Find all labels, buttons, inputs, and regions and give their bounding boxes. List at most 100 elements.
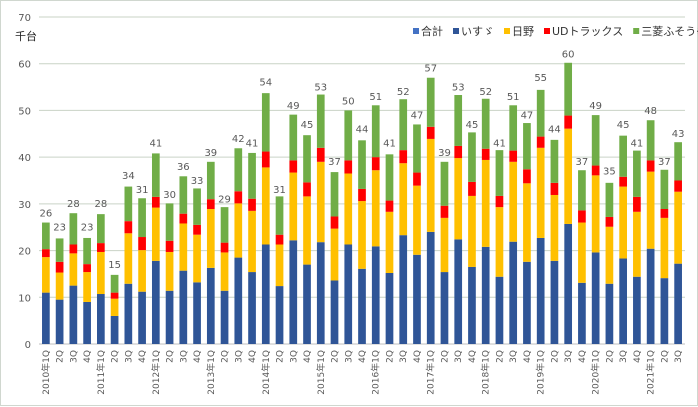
bar-segment (83, 301, 91, 344)
total-data-label: 47 (411, 110, 424, 121)
bar-segment (69, 213, 78, 245)
bar-segment (248, 272, 256, 344)
bar-segment (674, 180, 682, 192)
bar-segment (151, 207, 160, 261)
bar-segment (303, 196, 311, 265)
bar-segment (578, 282, 586, 344)
bar-segment (179, 176, 188, 214)
total-data-label: 47 (521, 110, 534, 121)
bar-segment (316, 147, 325, 162)
bar-segment (138, 250, 146, 292)
bar-segment (289, 160, 298, 173)
bar-segment (454, 158, 463, 240)
bar-segment (578, 170, 586, 211)
x-tick-label: 3Q (399, 350, 409, 363)
bar-segment (523, 123, 531, 170)
bar-segment (165, 240, 174, 252)
x-tick-label: 2Q (111, 350, 121, 363)
x-tick-label: 3Q (124, 350, 134, 363)
bar-segment (440, 272, 449, 344)
x-tick-label: 3Q (509, 350, 519, 363)
legend-swatch (504, 28, 510, 34)
total-data-label: 41 (493, 138, 506, 149)
bar-segment (234, 148, 243, 192)
x-tick-label: 2Q (605, 350, 615, 363)
bar-segment (605, 216, 614, 227)
bar-segment (248, 152, 256, 199)
bar-segment (605, 283, 614, 344)
bar-segment (413, 185, 421, 255)
bar-segment (289, 172, 298, 241)
total-data-label: 45 (617, 120, 630, 131)
y-axis-ticks: 0 10 20 30 40 50 60 70 (18, 13, 31, 351)
bar-segment (646, 171, 655, 249)
bar-segment (426, 138, 435, 232)
bar-segment (591, 165, 600, 176)
bar-segment (495, 195, 504, 208)
bar-segment (674, 191, 682, 264)
bar-segment (165, 203, 174, 241)
bar-segment (426, 231, 435, 344)
bar-segment (564, 115, 573, 129)
x-tick-label: 3Q (179, 350, 189, 363)
legend-label: 合計 (421, 24, 443, 38)
bar-segment (509, 105, 518, 151)
total-data-label: 26 (40, 209, 53, 220)
bar-segment (660, 278, 669, 344)
bar-segment (206, 161, 215, 200)
total-data-label: 37 (658, 157, 671, 168)
bar-segment (124, 283, 133, 344)
legend: 合計 いすゞ 日野 UDトラックス 三菱ふそう※ (413, 24, 698, 38)
x-tick-label: 2014年1Q (260, 350, 272, 395)
bar-segment (138, 198, 146, 238)
bar-segment (385, 200, 394, 212)
bar-segment (275, 196, 284, 235)
bar-segment (275, 286, 284, 344)
bar-segment (261, 93, 270, 152)
bar-segment (344, 160, 353, 174)
total-data-label: 37 (328, 157, 341, 168)
legend-swatch (413, 28, 419, 34)
x-tick-label: 2012年1Q (150, 350, 162, 395)
total-data-label: 54 (259, 78, 272, 89)
bar-segment (55, 238, 64, 262)
total-data-label: 52 (479, 87, 492, 98)
bar-segment (110, 298, 119, 316)
bar-segment (646, 248, 655, 344)
bar-segment (481, 246, 490, 344)
total-data-label: 23 (81, 223, 94, 234)
bar-segment (97, 294, 105, 344)
total-data-label: 34 (122, 171, 135, 182)
x-tick-label: 4Q (303, 350, 313, 363)
y-tick-label: 30 (18, 200, 31, 211)
total-data-label: 23 (53, 223, 66, 234)
bar-segment (426, 126, 435, 139)
bar-segment (371, 170, 380, 247)
x-tick-label: 2010年1Q (40, 350, 52, 395)
bar-segment (385, 272, 394, 344)
bar-segment (303, 264, 311, 344)
bar-segment (193, 224, 201, 235)
total-data-label: 30 (163, 190, 176, 201)
bar-segment (454, 239, 463, 344)
total-data-label: 29 (218, 195, 231, 206)
x-tick-label: 4Q (358, 350, 368, 363)
bar-segment (358, 140, 366, 189)
y-tick-label: 20 (18, 247, 31, 258)
x-tick-label: 4Q (193, 350, 203, 363)
bar-segment (248, 198, 256, 211)
bar-segment (468, 132, 476, 182)
total-data-label: 53 (314, 82, 327, 93)
bar-segment (179, 223, 188, 271)
legend-swatch (453, 28, 459, 34)
x-tick-label: 4Q (523, 350, 533, 363)
bar-segment (344, 110, 353, 161)
legend-label: UDトラックス (552, 25, 623, 38)
bar-segment (316, 242, 325, 344)
x-axis-labels: 2010年1Q 2Q 3Q 4Q 2011年1Q 2Q 3Q 4Q 2012年1Q 2Q 3Q 4Q 2… (40, 350, 684, 395)
bar-segment (124, 221, 133, 234)
bar-segment (468, 181, 476, 196)
bar-segment (481, 98, 490, 149)
